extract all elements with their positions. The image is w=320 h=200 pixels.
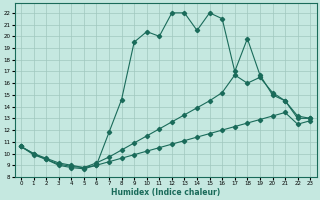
X-axis label: Humidex (Indice chaleur): Humidex (Indice chaleur) <box>111 188 220 197</box>
